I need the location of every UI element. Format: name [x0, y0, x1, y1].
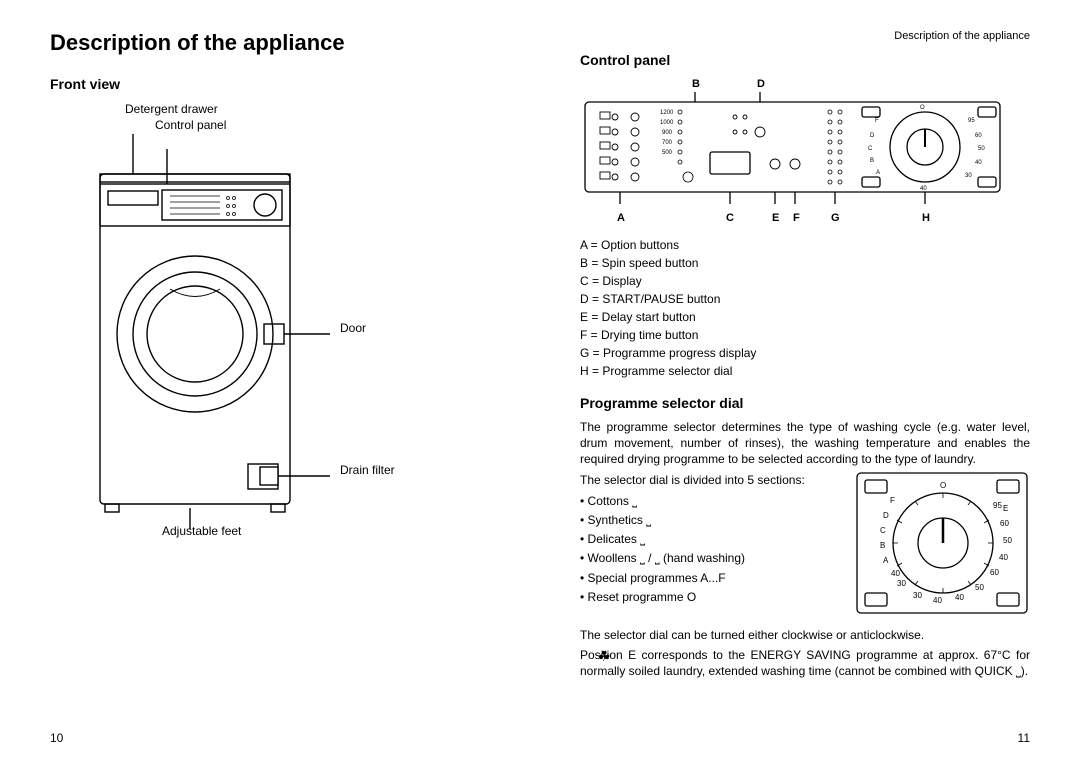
selector-two-column: The selector dial is divided into 5 sect… — [580, 468, 1030, 623]
legend-item: G = Programme progress display — [580, 344, 1030, 362]
selector-heading: Programme selector dial — [580, 395, 1030, 411]
washer-diagram — [50, 134, 390, 534]
svg-text:50: 50 — [978, 146, 985, 152]
svg-text:A: A — [883, 556, 889, 565]
svg-text:900: 900 — [662, 130, 673, 136]
selector-paragraph-1: The programme selector determines the ty… — [580, 419, 1030, 468]
letter-A: A — [617, 212, 625, 224]
svg-text:40: 40 — [975, 160, 982, 166]
front-view-heading: Front view — [50, 76, 490, 92]
tip-paragraph: ☘ Position E corresponds to the ENERGY S… — [580, 647, 1030, 679]
svg-text:A: A — [876, 170, 880, 176]
label-detergent-drawer: Detergent drawer — [125, 102, 490, 116]
svg-text:O: O — [920, 105, 925, 111]
legend-item: F = Drying time button — [580, 326, 1030, 344]
selector-item-list: Cottons ⎵ Synthetics ⎵ Delicates ⎵ Wooll… — [580, 492, 845, 607]
svg-text:1000: 1000 — [660, 120, 674, 126]
svg-text:1200: 1200 — [660, 110, 674, 116]
svg-text:30: 30 — [965, 173, 972, 179]
legend-item: A = Option buttons — [580, 236, 1030, 254]
svg-text:60: 60 — [975, 133, 982, 139]
svg-text:95: 95 — [968, 118, 975, 124]
letter-H: H — [922, 212, 930, 224]
svg-text:F: F — [875, 118, 879, 124]
svg-text:40: 40 — [920, 186, 927, 192]
letter-C: C — [726, 212, 734, 224]
running-head: Description of the appliance — [580, 30, 1030, 42]
label-drain-filter: Drain filter — [340, 463, 395, 477]
selector-paragraph-2: The selector dial is divided into 5 sect… — [580, 472, 845, 488]
svg-text:B: B — [880, 541, 885, 550]
selector-dial-figure: O F D C B A 95 E 60 50 40 60 50 40 — [855, 468, 1030, 623]
label-control-panel: Control panel — [155, 118, 490, 132]
svg-text:D: D — [883, 511, 889, 520]
legend-item: B = Spin speed button — [580, 254, 1030, 272]
svg-text:50: 50 — [1003, 536, 1012, 545]
control-panel-heading: Control panel — [580, 52, 1030, 68]
svg-text:40: 40 — [891, 569, 900, 578]
list-item: Synthetics ⎵ — [580, 511, 845, 530]
legend-item: E = Delay start button — [580, 308, 1030, 326]
svg-text:O: O — [940, 481, 946, 490]
letter-F: F — [793, 212, 800, 224]
svg-text:30: 30 — [897, 579, 906, 588]
svg-text:E: E — [1003, 504, 1008, 513]
legend-item: H = Programme selector dial — [580, 362, 1030, 380]
letter-B: B — [692, 78, 700, 90]
panel-top-letters: B D — [580, 78, 1030, 92]
svg-text:60: 60 — [990, 568, 999, 577]
front-view-figure: Detergent drawer Control panel — [50, 102, 490, 534]
svg-text:50: 50 — [975, 583, 984, 592]
svg-text:60: 60 — [1000, 519, 1009, 528]
list-item: Reset programme O — [580, 588, 845, 607]
svg-text:D: D — [870, 133, 875, 139]
label-door: Door — [340, 321, 366, 335]
svg-text:C: C — [868, 146, 873, 152]
svg-text:C: C — [880, 526, 886, 535]
list-item: Cottons ⎵ — [580, 492, 845, 511]
page-right: Description of the appliance Control pan… — [540, 0, 1080, 763]
svg-text:95: 95 — [993, 501, 1002, 510]
letter-E: E — [772, 212, 779, 224]
control-panel-diagram: 1200 1000 900 700 500 — [580, 92, 1010, 207]
list-item: Special programmes A...F — [580, 569, 845, 588]
svg-text:30: 30 — [913, 591, 922, 600]
list-item: Woollens ⎵ / ⎵ (hand washing) — [580, 549, 845, 568]
svg-text:40: 40 — [933, 596, 942, 605]
svg-text:B: B — [870, 158, 874, 164]
page-title: Description of the appliance — [50, 30, 490, 56]
page-left: Description of the appliance Front view … — [0, 0, 540, 763]
letter-D: D — [757, 78, 765, 90]
selector-paragraph-3: The selector dial can be turned either c… — [580, 627, 1030, 643]
svg-text:40: 40 — [999, 553, 1008, 562]
list-item: Delicates ⎵ — [580, 530, 845, 549]
page-number-right: 11 — [1018, 731, 1030, 745]
tip-text: Position E corresponds to the ENERGY SAV… — [580, 648, 1030, 678]
tip-icon: ☘ — [598, 647, 611, 666]
svg-text:F: F — [890, 496, 895, 505]
legend-list: A = Option buttons B = Spin speed button… — [580, 236, 1030, 380]
panel-bottom-letters: A C E F G H — [580, 212, 1030, 228]
letter-G: G — [831, 212, 840, 224]
label-adjustable-feet: Adjustable feet — [162, 524, 241, 538]
svg-text:700: 700 — [662, 140, 673, 146]
legend-item: C = Display — [580, 272, 1030, 290]
page-number-left: 10 — [50, 731, 63, 745]
svg-text:500: 500 — [662, 150, 673, 156]
svg-text:40: 40 — [955, 593, 964, 602]
legend-item: D = START/PAUSE button — [580, 290, 1030, 308]
